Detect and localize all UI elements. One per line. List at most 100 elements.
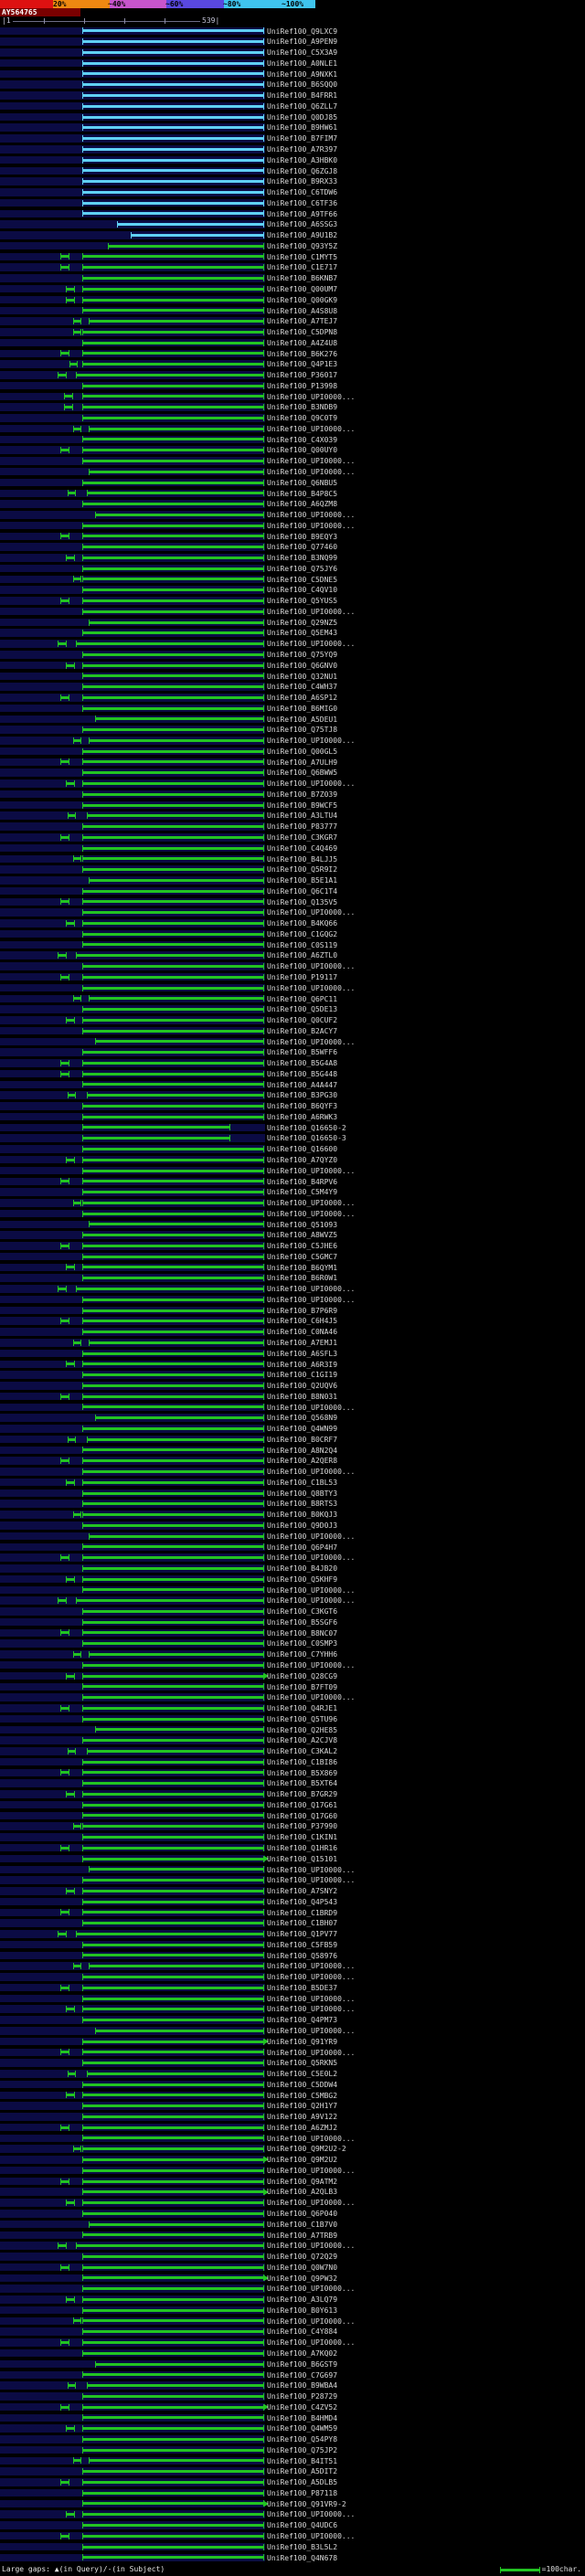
hit-bar-segment: [82, 1329, 264, 1336]
hit-row: UniRef100_Q6NBU5: [0, 477, 585, 488]
hit-label: UniRef100_A5DLB5: [267, 2478, 338, 2487]
hit-bar-segment: [66, 1361, 75, 1368]
hit-row: UniRef100_Q0W7N0: [0, 2262, 585, 2273]
hit-bar-segment: [82, 1458, 264, 1465]
hit-label: UniRef100_A6SSG3: [267, 220, 338, 229]
hit-label: UniRef100_P87118: [267, 2488, 338, 2497]
hit-label: UniRef100_C5DNE5: [267, 575, 338, 584]
hit-label: UniRef100_Q2HE85: [267, 1725, 338, 1734]
hit-row: UniRef100_Q00GK9: [0, 294, 585, 305]
hit-label: UniRef100_B8N031: [267, 1392, 338, 1401]
hit-label: UniRef100_Q1PV77: [267, 1930, 338, 1939]
hit-row: UniRef100_C5FB59: [0, 1939, 585, 1950]
hit-bar-segment: [95, 1726, 264, 1733]
hit-bar-segment: [117, 221, 264, 228]
hit-bar-segment: [68, 2070, 76, 2077]
hit-bar-segment: [82, 533, 264, 540]
hit-bar-segment: [82, 2060, 264, 2067]
hit-bar-segment: [60, 973, 69, 981]
hit-row: UniRef100_C1BI86: [0, 1756, 585, 1767]
hit-bar-segment: [82, 1167, 264, 1174]
hit-row: UniRef100_UPI0000...: [0, 2133, 585, 2144]
hit-bar-segment: [73, 1199, 81, 1206]
hit-bar-segment: [60, 1984, 69, 1991]
hit-row: UniRef100_B6K276: [0, 348, 585, 359]
hit-row: UniRef100_Q77460: [0, 542, 585, 553]
hit-row: UniRef100_C5JHE6: [0, 1241, 585, 1252]
hit-bar-segment: [82, 350, 264, 357]
hit-bar-segment: [82, 1909, 264, 1916]
hit-bar-segment: [82, 1607, 264, 1615]
hit-label: UniRef100_UPI0000...: [267, 2531, 356, 2540]
hit-row: UniRef100_Q4P1E3: [0, 359, 585, 370]
hit-label: UniRef100_C3KGR7: [267, 833, 338, 843]
hit-label: UniRef100_B0KQJ3: [267, 1511, 338, 1520]
hit-bar-segment: [73, 2457, 81, 2465]
hit-row: UniRef100_UPI0000...: [0, 391, 585, 402]
hit-bar-segment: [82, 479, 264, 486]
hit-bar-segment: [68, 490, 76, 497]
hit-bar-segment: [82, 1704, 264, 1712]
hit-bar-segment: [82, 1586, 264, 1594]
hit-label: UniRef100_B9WCF5: [267, 800, 338, 810]
hit-label: UniRef100_Q4RJE1: [267, 1704, 338, 1713]
hit-row: UniRef100_A7QYZ0: [0, 1154, 585, 1165]
hit-row: UniRef100_A7TRB9: [0, 2230, 585, 2241]
hit-bar-segment: [87, 2382, 264, 2390]
hit-row: UniRef100_Q6PC11: [0, 993, 585, 1004]
hit-bar-segment: [82, 2468, 264, 2475]
hit-row: UniRef100_Q5RKN5: [0, 2058, 585, 2069]
hit-bar-segment: [66, 1479, 75, 1486]
hit-row: UniRef100_B6R0W1: [0, 1273, 585, 1284]
hit-bar-segment: [73, 2317, 81, 2325]
hit-bar-segment: [66, 285, 75, 292]
hit-bar-segment: [82, 328, 264, 335]
hit-label: UniRef100_Q4P543: [267, 1897, 338, 1906]
hit-bar-segment: [82, 253, 264, 260]
hit-row: UniRef100_C5DDW4: [0, 2079, 585, 2090]
hit-bar-segment: [82, 1318, 264, 1325]
hit-row: UniRef100_C1GI19: [0, 1370, 585, 1381]
hit-label: UniRef100_A7TRB9: [267, 2231, 338, 2240]
hit-label: UniRef100_B4LJJ5: [267, 854, 338, 864]
hit-row: UniRef100_UPI0000...: [0, 520, 585, 531]
hit-row: UniRef100_UPI0000...: [0, 1531, 585, 1542]
hit-label: UniRef100_UPI0000...: [267, 1693, 356, 1702]
hit-bar-segment: [82, 747, 264, 755]
hit-bar-segment: [82, 2253, 264, 2260]
hit-bar-segment: [58, 1285, 67, 1292]
hit-row: UniRef100_C1BL53: [0, 1477, 585, 1488]
hit-row: UniRef100_A7ULH9: [0, 757, 585, 768]
hit-bar-segment: [82, 2049, 264, 2056]
hit-bar-segment: [87, 2070, 264, 2077]
hit-bar-segment: [82, 769, 264, 777]
hit-row: UniRef100_C0S119: [0, 939, 585, 950]
hit-bar-segment: [82, 59, 264, 67]
hit-row: UniRef100_Q17G60: [0, 1810, 585, 1821]
hit-bar-segment: [82, 1006, 264, 1013]
hit-row: UniRef100_B7FT09: [0, 1681, 585, 1692]
hit-bar-segment: [76, 1930, 264, 1937]
hit-label: UniRef100_B0CRF7: [267, 1435, 338, 1444]
hit-row: UniRef100_Q5EM43: [0, 628, 585, 639]
hit-row: UniRef100_Q5R9I2: [0, 864, 585, 875]
hit-row: UniRef100_UPI0000...: [0, 1875, 585, 1886]
hit-label: UniRef100_UPI0000...: [267, 2242, 356, 2251]
hit-row: UniRef100_A4Z4U8: [0, 337, 585, 348]
hit-row: UniRef100_UPI0000...: [0, 2241, 585, 2252]
ruler-end-label: 539|: [202, 16, 220, 25]
hit-bar-segment: [60, 1554, 69, 1562]
hit-bar-segment: [58, 2242, 67, 2250]
hit-row: UniRef100_B4IT51: [0, 2455, 585, 2466]
hit-bar-segment: [82, 1898, 264, 1905]
hit-bar-segment: [60, 1393, 69, 1400]
hit-row: UniRef100_P28729: [0, 2390, 585, 2401]
hit-row: UniRef100_A3HBK0: [0, 154, 585, 165]
hit-label: UniRef100_C5DPN8: [267, 328, 338, 337]
key-color-segment: [110, 0, 166, 8]
hit-bar-segment: [60, 2124, 69, 2131]
hit-row: UniRef100_Q00GL5: [0, 746, 585, 757]
hit-bar-segment: [66, 779, 75, 787]
hit-bar-segment: [87, 490, 264, 497]
hit-bar-segment: [89, 995, 264, 1002]
